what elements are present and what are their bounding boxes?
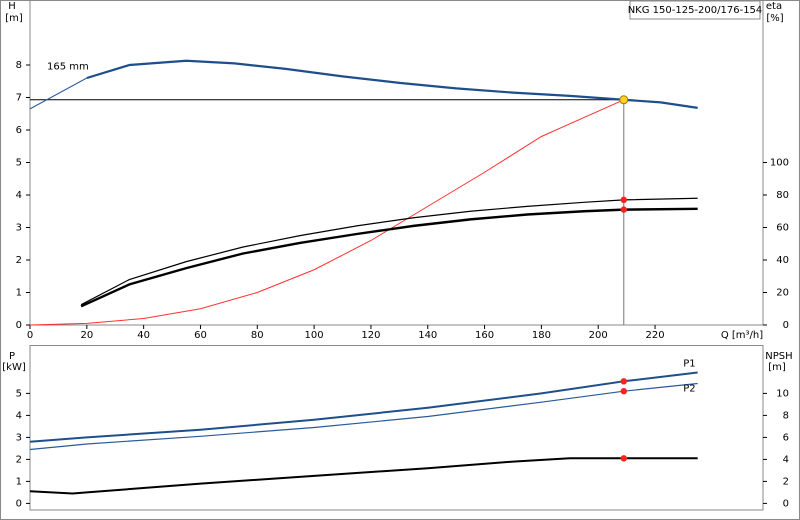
x-tick-label: 40 [137,330,150,341]
x-axis-label: Q [m³/h] [721,330,763,341]
x-tick-label: 60 [194,330,207,341]
y2-tick-label: 0 [783,498,789,509]
operating-point [620,388,627,395]
curve [29,382,698,451]
y-tick-label: 4 [16,190,22,201]
y-tick-label: 3 [16,432,22,443]
y-axis-unit: [m] [5,13,23,24]
x-tick-label: 220 [645,330,664,341]
y2-tick-label: 0 [783,320,789,331]
y2-axis-label: NPSH [765,351,792,362]
y2-tick-label: 10 [776,388,789,399]
y-tick-label: 1 [16,476,22,487]
curve [80,207,698,308]
series-label: P1 [683,359,695,370]
y2-axis-label: eta [766,1,782,12]
y-axis-unit: [kW] [2,362,26,373]
y2-tick-label: 80 [776,190,789,201]
y2-tick-label: 100 [770,158,789,169]
plot-frame [29,345,764,511]
y-tick-label: 0 [16,498,22,509]
y2-tick-label: 60 [776,223,789,234]
y2-tick-label: 8 [783,410,789,421]
y-tick-label: 8 [16,60,22,71]
curve [80,197,698,306]
x-tick-label: 100 [305,330,324,341]
y-tick-label: 0 [16,320,22,331]
x-tick-label: 20 [80,330,93,341]
curve [29,457,698,495]
y2-axis-unit: [m] [768,362,786,373]
operating-point [620,455,627,462]
y2-axis-unit: [%] [766,13,783,24]
annotation: 165 mm [47,62,89,73]
y-tick-label: 4 [16,410,22,421]
curve [29,99,624,326]
y2-tick-label: 4 [783,454,789,465]
operating-point [620,378,627,385]
y2-tick-label: 40 [776,255,789,266]
x-tick-label: 160 [475,330,494,341]
y-tick-label: 2 [16,454,22,465]
y2-tick-label: 2 [783,476,789,487]
series-label: P2 [683,384,695,395]
y-axis-label: P [9,351,15,362]
y-tick-label: 6 [16,125,22,136]
y-axis-label: H [8,1,16,12]
x-tick-label: 140 [418,330,437,341]
curve [29,77,88,110]
y-tick-label: 5 [16,158,22,169]
curve [29,371,698,443]
y2-tick-label: 20 [776,288,789,299]
operating-point [620,206,627,213]
y-tick-label: 3 [16,223,22,234]
y-tick-label: 2 [16,255,22,266]
operating-point [620,196,627,204]
x-tick-label: 0 [27,330,33,341]
x-tick-label: 120 [361,330,380,341]
y-tick-label: 7 [16,93,22,104]
x-tick-label: 200 [589,330,608,341]
y2-tick-label: 6 [783,432,789,443]
operating-point [619,95,629,105]
chart-title: NKG 150-125-200/176-154 [628,5,763,16]
x-tick-label: 180 [532,330,551,341]
y-tick-label: 5 [16,388,22,399]
x-tick-label: 80 [251,330,264,341]
y-tick-label: 1 [16,288,22,299]
